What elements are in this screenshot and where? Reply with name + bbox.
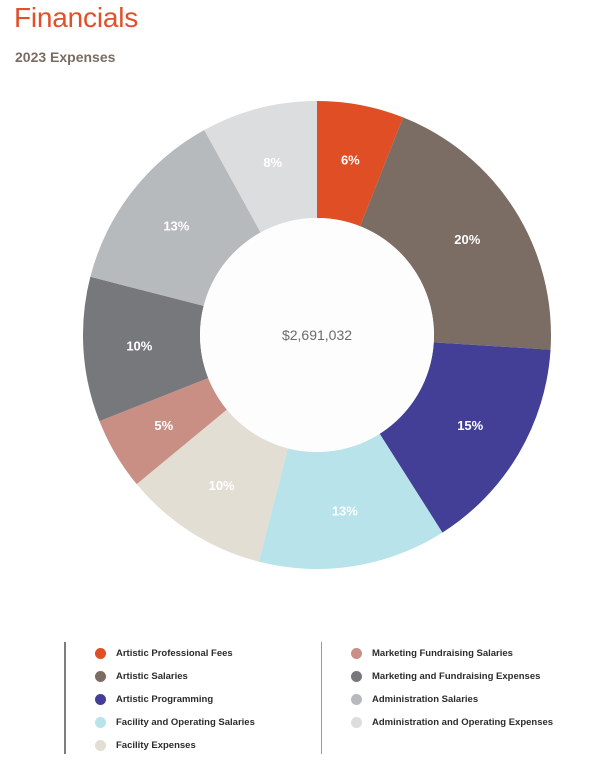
slice-value-label: 6% (341, 153, 360, 168)
slice-administration-salaries (90, 129, 261, 306)
legend: Artistic Professional Fees Artistic Salar… (64, 642, 574, 754)
legend-label: Marketing and Fundraising Expenses (372, 670, 541, 682)
legend-item: Artistic Programming (95, 691, 213, 707)
slice-value-label: 8% (263, 155, 282, 170)
legend-item: Marketing Fundraising Salaries (351, 645, 513, 661)
slice-value-label: 13% (332, 503, 358, 518)
legend-item: Facility Expenses (95, 737, 196, 753)
legend-item: Administration Salaries (351, 691, 478, 707)
chart-subtitle: 2023 Expenses (15, 49, 116, 65)
slice-value-label: 13% (163, 218, 189, 233)
slice-artistic-programming (379, 342, 551, 533)
slice-value-label: 20% (454, 232, 480, 247)
legend-item: Marketing and Fundraising Expenses (351, 668, 540, 684)
legend-swatch (95, 647, 106, 659)
legend-item: Artistic Salaries (95, 668, 188, 684)
slice-value-label: 15% (457, 418, 483, 433)
slice-value-label: 10% (126, 339, 152, 354)
legend-swatch (351, 670, 362, 682)
legend-swatch (351, 693, 362, 705)
slice-marketing-fundraising-salaries (99, 378, 227, 485)
legend-swatch (95, 670, 106, 682)
legend-swatch (95, 716, 106, 728)
slice-artistic-salaries (360, 117, 551, 350)
slice-value-label: 10% (209, 478, 235, 493)
legend-item: Artistic Professional Fees (95, 645, 233, 661)
legend-label: Artistic Programming (116, 693, 214, 705)
slice-value-label: 5% (154, 418, 173, 433)
slice-artistic-professional-fees (317, 101, 404, 227)
legend-label: Artistic Salaries (116, 670, 188, 682)
legend-swatch (351, 716, 362, 728)
legend-swatch (351, 647, 362, 659)
legend-label: Marketing Fundraising Salaries (372, 647, 513, 659)
legend-item: Facility and Operating Salaries (95, 714, 255, 730)
center-total-label: $2,691,032 (282, 327, 352, 343)
donut-slices (83, 101, 551, 570)
slice-facility-and-operating-salaries (258, 433, 443, 570)
legend-column-right: Marketing Fundraising Salaries Marketing … (321, 642, 572, 754)
legend-item: Administration and Operating Expenses (351, 714, 553, 730)
slice-facility-expenses (136, 409, 288, 562)
legend-label: Facility and Operating Salaries (116, 716, 255, 728)
legend-label: Administration Salaries (372, 693, 479, 705)
legend-column-left: Artistic Professional Fees Artistic Salar… (64, 642, 322, 754)
slice-administration-and-operating-expenses (204, 101, 317, 233)
legend-label: Artistic Professional Fees (116, 647, 233, 659)
legend-swatch (95, 693, 106, 705)
donut-chart: 6% 20% 15% 13% 10% 5% 10% 13% 8% $2,691,032 (83, 101, 551, 570)
slice-marketing-and-fundraising-expenses (83, 276, 209, 422)
page-title: Financials (14, 2, 139, 33)
legend-label: Facility Expenses (116, 739, 196, 751)
legend-swatch (95, 739, 106, 751)
donut-hole (200, 218, 434, 452)
legend-label: Administration and Operating Expenses (372, 716, 554, 728)
slice-labels: 6% 20% 15% 13% 10% 5% 10% 13% 8% (126, 153, 483, 519)
